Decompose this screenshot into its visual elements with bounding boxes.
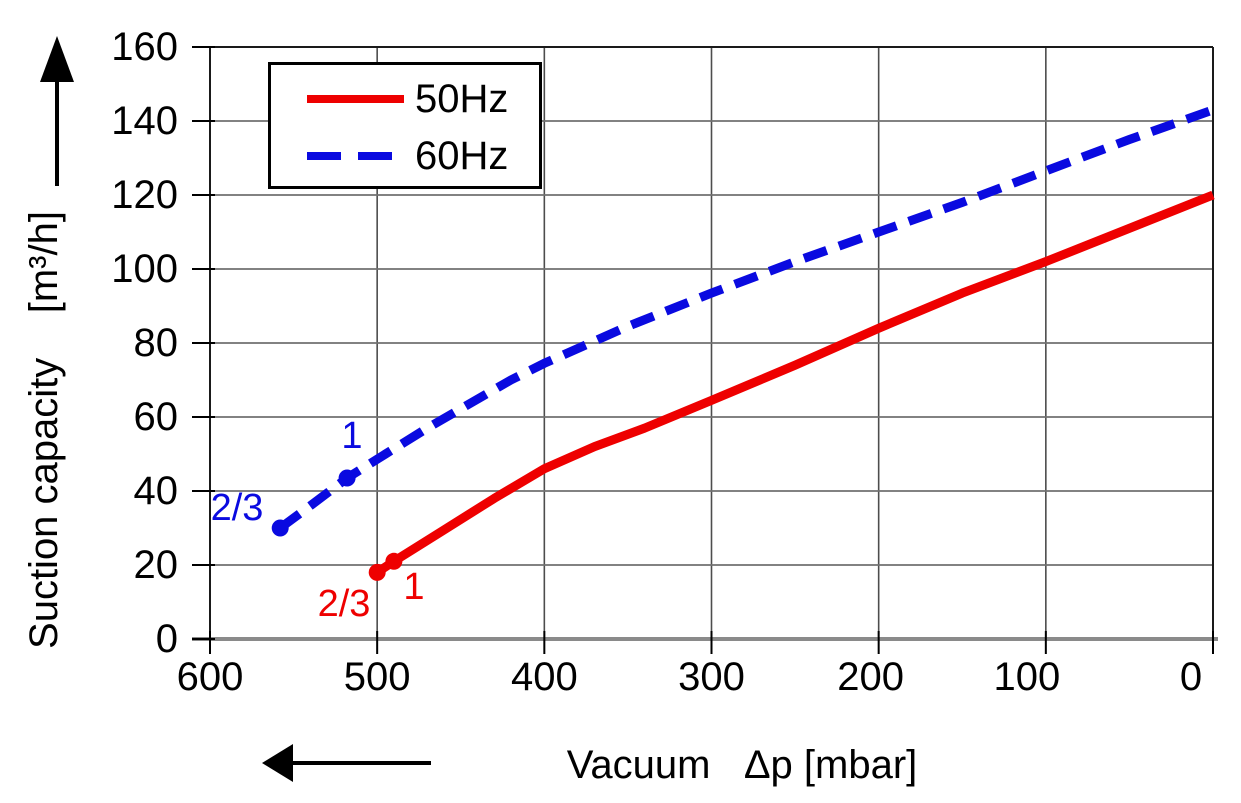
marker-50hz [385, 552, 403, 570]
marker-60hz [338, 469, 356, 487]
x-tick-label: 500 [343, 655, 411, 699]
legend-line-sample [307, 152, 404, 160]
x-tick-label: 400 [510, 655, 578, 699]
legend-label: 50Hz [415, 77, 509, 121]
legend-line-sample [307, 95, 404, 103]
y-axis-title: Suction capacity [m³/h] [22, 211, 66, 649]
legend-label: 60Hz [415, 134, 509, 178]
annotation-50hz-2-3: 2/3 [317, 583, 371, 625]
x-tick-label: 100 [993, 655, 1061, 699]
x-tick-label: 300 [678, 655, 745, 699]
curve-50hz [374, 190, 1215, 577]
annotation-60hz-2-3: 2/3 [210, 487, 264, 529]
y-tick-label: 60 [133, 395, 179, 439]
y-tick-label: 20 [133, 543, 179, 587]
annotation-50hz-1: 1 [403, 566, 425, 608]
marker-60hz [271, 519, 289, 537]
legend-entry-50hz: 50Hz [271, 75, 539, 123]
legend: 50Hz 60Hz [268, 62, 542, 189]
y-tick-label: 140 [111, 99, 178, 143]
x-tick-label: 200 [837, 655, 905, 699]
annotation-60hz-1: 1 [341, 415, 363, 457]
y-tick-label: 40 [133, 469, 179, 513]
x-axis-title: Vacuum Δp [mbar] [566, 743, 918, 787]
curve-60hz [277, 105, 1215, 532]
y-tick-label: 0 [155, 617, 178, 661]
legend-entry-60hz: 60Hz [271, 132, 539, 180]
y-tick-label: 80 [133, 321, 179, 365]
x-axis-arrow-left-icon [262, 744, 431, 782]
marker-50hz [368, 563, 386, 581]
x-tick-label: 0 [1179, 655, 1203, 699]
y-axis-arrow-up-icon [40, 36, 74, 186]
y-tick-label: 160 [111, 25, 178, 69]
y-tick-label: 100 [111, 247, 178, 291]
x-tick-label: 600 [176, 655, 244, 699]
y-tick-label: 120 [111, 173, 178, 217]
